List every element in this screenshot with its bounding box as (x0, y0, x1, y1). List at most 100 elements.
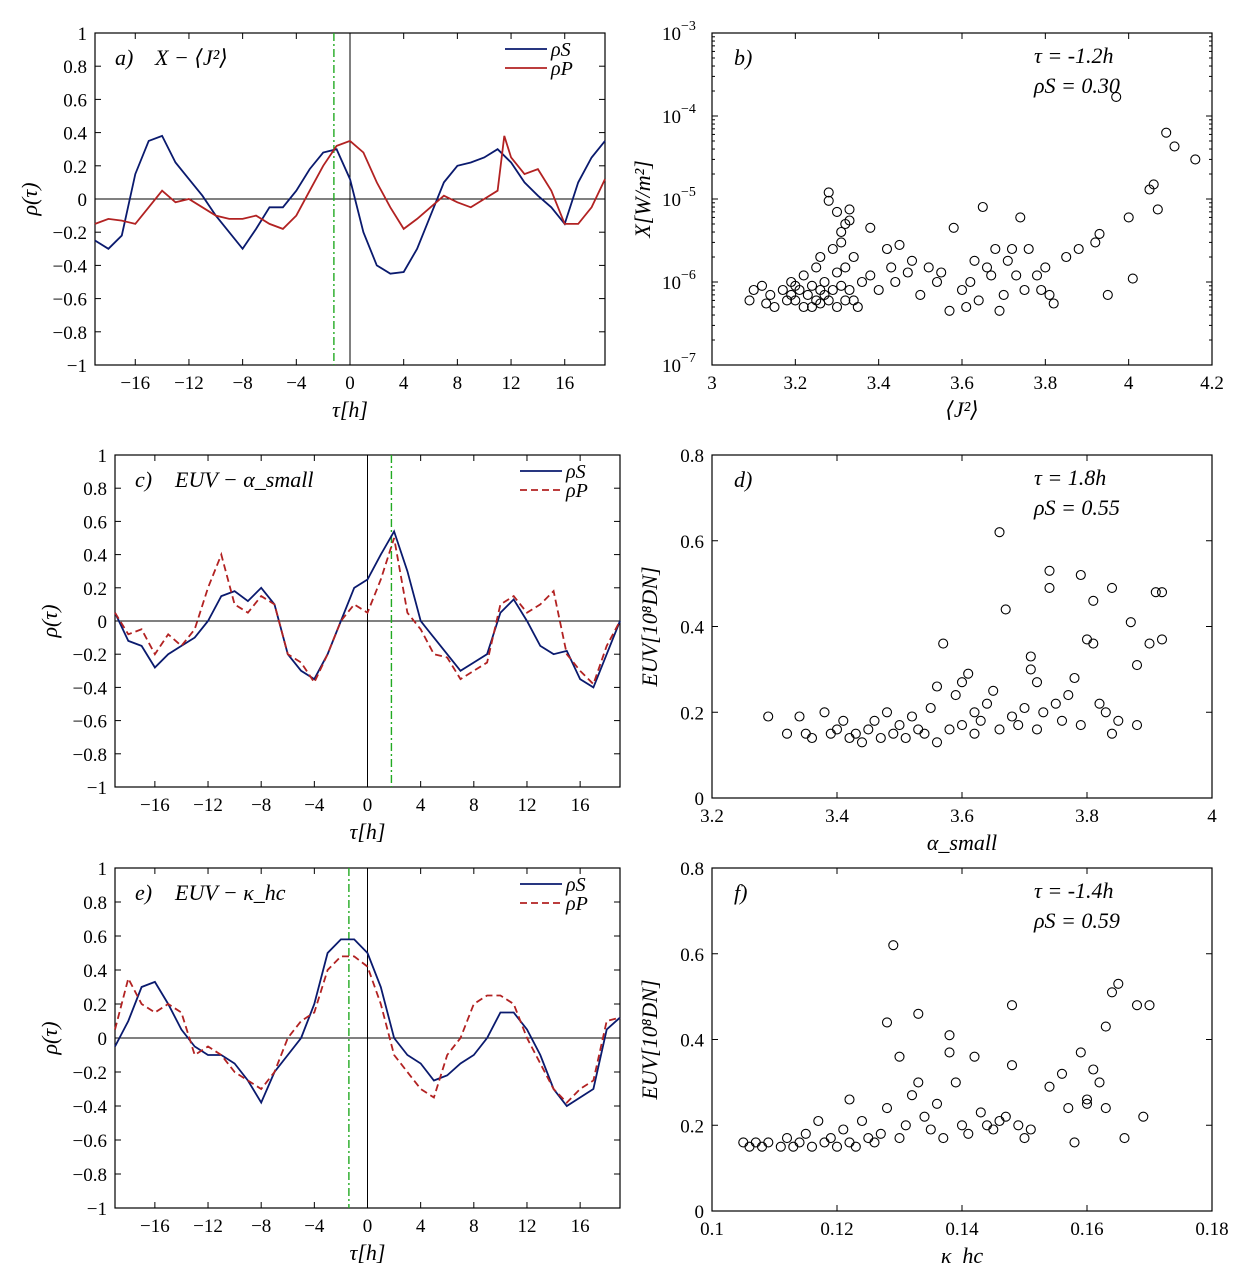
scatter-point (827, 284, 838, 296)
scatter-point (825, 728, 836, 739)
scatter-point (936, 267, 947, 278)
annotation-line: τ = -1.4h (1034, 878, 1114, 903)
scatter-point (850, 728, 861, 739)
plot-frame (711, 867, 1213, 1212)
y-tick-label: 0.8 (63, 57, 87, 78)
scatter-point (831, 1141, 843, 1152)
scatter-point (794, 284, 805, 296)
scatter-point (744, 295, 755, 306)
scatter-point (781, 728, 793, 739)
legend-label: ρS (565, 461, 586, 483)
scatter-point (1156, 634, 1168, 645)
y-axis-label: ρ(τ) (37, 604, 62, 638)
scatter-point (1156, 587, 1168, 598)
scatter-point (881, 707, 893, 718)
scatter-point (944, 305, 955, 316)
x-tick-label: 16 (571, 1216, 590, 1237)
x-tick-label: 0.14 (945, 1219, 979, 1240)
panel-title: EUV − α_small (174, 467, 313, 492)
y-tick-label: −0.8 (73, 745, 107, 766)
scatter-point (831, 267, 843, 278)
y-tick-base: 10 (662, 356, 681, 377)
y-axis-label: EUV[10⁸DN] (637, 566, 662, 687)
y-tick-label: −1 (87, 1199, 107, 1220)
scatter-point (1044, 1081, 1055, 1092)
scatter-point (1125, 617, 1136, 628)
x-tick-label: −16 (120, 373, 150, 394)
scatter-point (913, 724, 924, 735)
scatter-point (913, 1077, 924, 1088)
scatter-point (988, 1124, 999, 1135)
scatter-point (823, 195, 834, 206)
scatter-point (1073, 243, 1084, 255)
scatter-point (775, 1141, 786, 1152)
scatter-point (1019, 702, 1030, 714)
scatter-point (1094, 228, 1105, 239)
scatter-point (1019, 1133, 1030, 1144)
y-tick-label: 0.6 (680, 945, 704, 966)
scatter-point (965, 276, 976, 288)
scatter-point (850, 1141, 861, 1152)
y-tick-label: 10−3 (662, 19, 696, 45)
scatter-point (906, 711, 918, 722)
x-tick-label: 0 (345, 373, 355, 394)
scatter-point (831, 206, 843, 217)
scatter-point (881, 1103, 893, 1114)
legend-label: ρP (565, 480, 588, 502)
scatter-point (806, 301, 818, 313)
scatter-point (744, 1141, 755, 1152)
x-tick-label: 8 (469, 1216, 479, 1237)
scatter-point (790, 295, 801, 306)
y-tick-label: −0.4 (53, 256, 88, 277)
x-tick-label: 16 (571, 795, 590, 816)
x-tick-label: −8 (251, 795, 271, 816)
series-line-rho-p (114, 955, 621, 1104)
scatter-point (852, 301, 863, 313)
panel-title: EUV − κ_hc (174, 880, 286, 905)
x-tick-label: 4 (399, 373, 409, 394)
y-tick-label: 0 (695, 789, 705, 810)
scatter-point (1023, 243, 1034, 255)
scatter-point (963, 668, 974, 679)
scatter-point (748, 284, 759, 296)
x-tick-label: 3.4 (825, 806, 849, 827)
scatter-point (819, 276, 830, 288)
scatter-point (875, 732, 886, 744)
scatter-point (1011, 270, 1022, 281)
plot-frame (711, 32, 1213, 366)
scatter-point (844, 204, 855, 215)
y-tick-label: 10−5 (662, 185, 696, 211)
scatter-point (836, 237, 847, 248)
scatter-point (825, 1133, 836, 1144)
scatter-point (800, 1128, 811, 1139)
x-axis-label: α_small (927, 830, 997, 855)
scatter-point (1144, 1000, 1155, 1011)
x-tick-label: −8 (251, 1216, 271, 1237)
scatter-point (1044, 565, 1055, 576)
scatter-point (944, 724, 955, 735)
scatter-point (781, 1133, 793, 1144)
scatter-point (956, 1120, 968, 1131)
scatter-point (1015, 212, 1026, 223)
y-axis-label: ρ(τ) (37, 1021, 62, 1055)
x-tick-label: 8 (469, 795, 479, 816)
scatter-point (994, 305, 1005, 316)
x-tick-label: −16 (140, 1216, 170, 1237)
scatter-point (1131, 720, 1143, 731)
scatter-point (1094, 698, 1105, 709)
scatter-point (913, 1008, 924, 1019)
scatter-point (1025, 664, 1036, 675)
scatter-point (823, 295, 834, 306)
scatter-point (765, 289, 776, 300)
scatter-point (1069, 1137, 1080, 1148)
x-tick-label: 4 (416, 1216, 426, 1237)
y-tick-label: 10−4 (662, 102, 696, 128)
y-tick-label: 0.2 (680, 1116, 704, 1137)
y-tick-label: 0.8 (680, 446, 704, 467)
y-tick-label: −0.8 (73, 1165, 107, 1186)
scatter-point (1131, 1000, 1143, 1011)
scatter-point (823, 187, 834, 198)
scatter-point (975, 1107, 986, 1118)
scatter-point (1036, 284, 1047, 296)
